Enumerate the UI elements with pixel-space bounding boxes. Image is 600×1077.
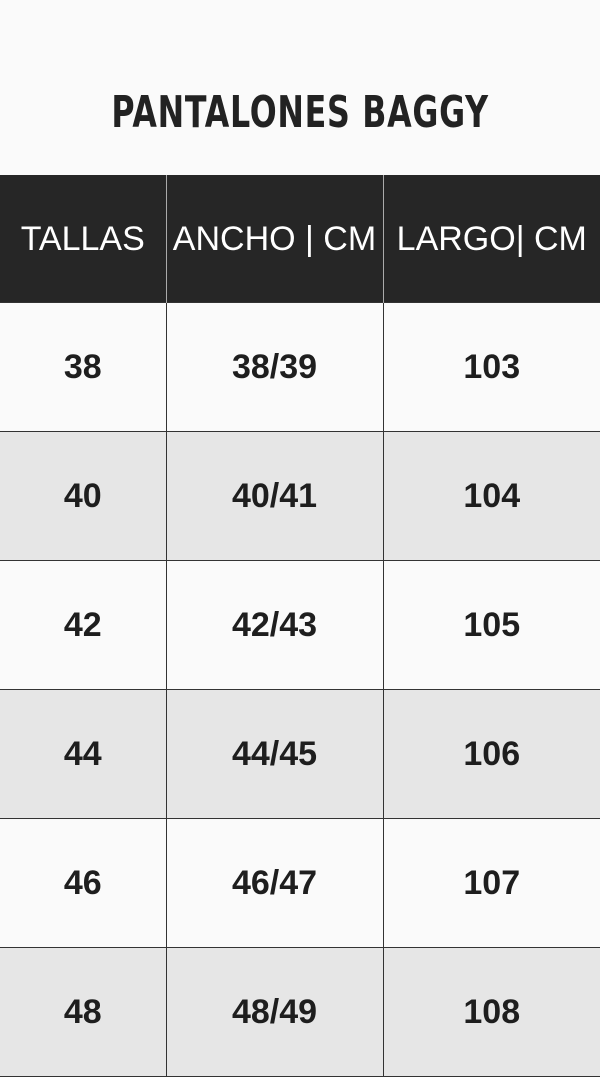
width-cell: 46/47 xyxy=(165,818,384,948)
table-row: 46 46/47 107 xyxy=(0,818,600,948)
size-cell: 48 xyxy=(0,947,167,1077)
length-cell: 104 xyxy=(382,431,600,561)
length-cell: 105 xyxy=(382,560,600,690)
header-ancho: ANCHO | CM xyxy=(165,175,383,303)
title-area: PANTALONES BAGGY xyxy=(0,0,600,175)
header-row: TALLAS ANCHO | CM LARGO| CM xyxy=(0,175,600,303)
width-cell: 48/49 xyxy=(165,947,384,1077)
size-cell: 40 xyxy=(0,431,167,561)
size-cell: 42 xyxy=(0,560,167,690)
size-cell: 44 xyxy=(0,689,167,819)
size-table: TALLAS ANCHO | CM LARGO| CM 38 38/39 103 40… xyxy=(0,175,600,1077)
header-largo: LARGO| CM xyxy=(382,175,600,303)
length-cell: 108 xyxy=(382,947,600,1077)
table-row: 40 40/41 104 xyxy=(0,431,600,561)
header-tallas: TALLAS xyxy=(0,175,166,303)
table-row: 38 38/39 103 xyxy=(0,302,600,432)
length-cell: 106 xyxy=(382,689,600,819)
table-row: 42 42/43 105 xyxy=(0,560,600,690)
length-cell: 103 xyxy=(382,302,600,432)
width-cell: 44/45 xyxy=(165,689,384,819)
table-row: 44 44/45 106 xyxy=(0,689,600,819)
size-cell: 46 xyxy=(0,818,167,948)
width-cell: 42/43 xyxy=(165,560,384,690)
width-cell: 40/41 xyxy=(165,431,384,561)
length-cell: 107 xyxy=(382,818,600,948)
page-title: PANTALONES BAGGY xyxy=(111,87,489,138)
table-row: 48 48/49 108 xyxy=(0,947,600,1077)
size-cell: 38 xyxy=(0,302,167,432)
width-cell: 38/39 xyxy=(165,302,384,432)
